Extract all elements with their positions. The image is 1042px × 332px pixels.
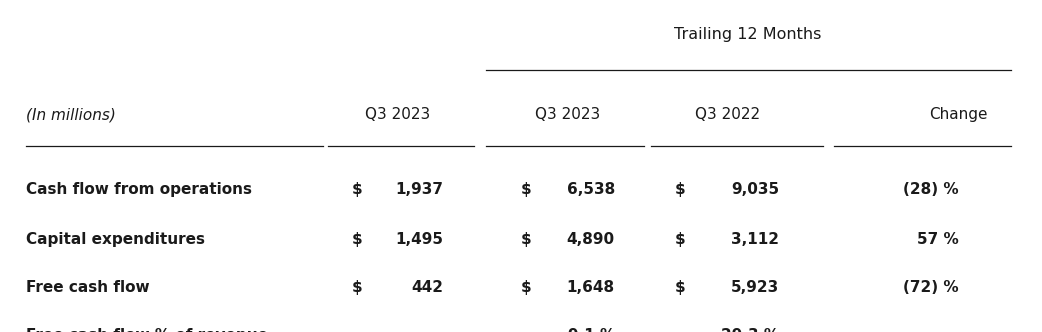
Text: 57 %: 57 % — [917, 231, 959, 247]
Text: Q3 2023: Q3 2023 — [365, 107, 430, 122]
Text: 5,923: 5,923 — [731, 280, 779, 295]
Text: Q3 2022: Q3 2022 — [695, 107, 760, 122]
Text: Change: Change — [929, 107, 988, 122]
Text: 9.1 %: 9.1 % — [568, 328, 615, 332]
Text: 1,937: 1,937 — [395, 182, 443, 197]
Text: $: $ — [675, 231, 686, 247]
Text: Q3 2023: Q3 2023 — [536, 107, 600, 122]
Text: (28) %: (28) % — [903, 182, 959, 197]
Text: Free cash flow: Free cash flow — [26, 280, 150, 295]
Text: 442: 442 — [411, 280, 443, 295]
Text: $: $ — [521, 280, 531, 295]
Text: $: $ — [352, 182, 363, 197]
Text: 1,495: 1,495 — [395, 231, 443, 247]
Text: $: $ — [521, 231, 531, 247]
Text: $: $ — [352, 231, 363, 247]
Text: (In millions): (In millions) — [26, 107, 116, 122]
Text: 3,112: 3,112 — [731, 231, 779, 247]
Text: Cash flow from operations: Cash flow from operations — [26, 182, 252, 197]
Text: Trailing 12 Months: Trailing 12 Months — [674, 27, 822, 42]
Text: 9,035: 9,035 — [731, 182, 779, 197]
Text: Capital expenditures: Capital expenditures — [26, 231, 205, 247]
Text: 1,648: 1,648 — [567, 280, 615, 295]
Text: 6,538: 6,538 — [567, 182, 615, 197]
Text: 29.3 %: 29.3 % — [721, 328, 779, 332]
Text: 4,890: 4,890 — [567, 231, 615, 247]
Text: (72) %: (72) % — [903, 280, 959, 295]
Text: $: $ — [352, 280, 363, 295]
Text: Free cash flow % of revenue: Free cash flow % of revenue — [26, 328, 268, 332]
Text: $: $ — [521, 182, 531, 197]
Text: $: $ — [675, 280, 686, 295]
Text: $: $ — [675, 182, 686, 197]
